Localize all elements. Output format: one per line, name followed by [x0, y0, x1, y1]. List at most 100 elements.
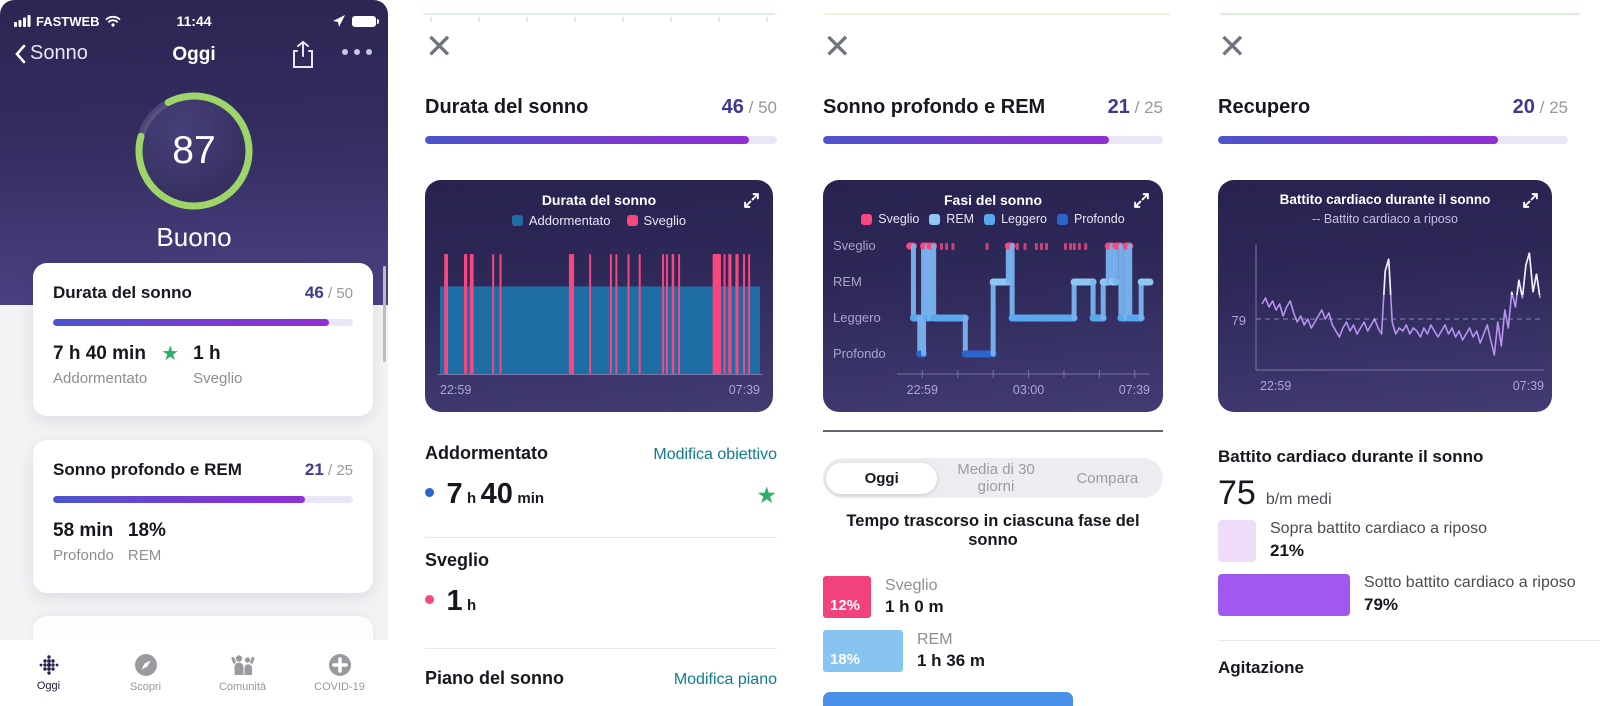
battery-icon	[352, 15, 379, 27]
edit-plan-link[interactable]: Modifica piano	[673, 671, 777, 688]
sleep-plan-heading: Piano del sonno	[425, 668, 565, 688]
legend-swatch-profondo	[1056, 213, 1068, 225]
share-button[interactable]	[290, 40, 316, 75]
divider	[1218, 640, 1600, 641]
card-deep-rem[interactable]: Sonno profondo e REM 21 / 25 58 min Prof…	[33, 440, 373, 593]
carrier-label: FASTWEB	[36, 13, 100, 29]
phase-pct: 12%	[830, 597, 861, 614]
legend-label: REM	[946, 212, 975, 226]
hr-legend-label: Sotto battito cardiaco a riposo	[1364, 574, 1576, 591]
heart-rate-chart: 22:59 07:39	[1255, 244, 1544, 393]
phase-label: REM	[917, 631, 953, 648]
tab-oggi[interactable]: Oggi	[826, 462, 938, 494]
community-people-icon	[230, 655, 255, 675]
close-button[interactable]: ✕	[823, 28, 852, 66]
tab-comunita[interactable]: Comunità	[194, 640, 291, 706]
tab-label: Scopri	[129, 681, 162, 693]
svg-text:22:59: 22:59	[440, 383, 471, 397]
tab-label: Comunità	[218, 681, 267, 693]
panel-sleep-phases-detail: ✕ Sonno profondo e REM 21 / 25 Fasi del …	[790, 0, 1180, 706]
expand-chart-button[interactable]	[743, 192, 760, 214]
detail-progress-bar	[823, 136, 1163, 144]
tab-compara[interactable]: Compara	[1076, 469, 1139, 487]
tab-covid19[interactable]: COVID-19	[291, 640, 388, 706]
card-sleep-duration[interactable]: Durata del sonno 46 / 50 7 h 40 min Addo…	[33, 263, 373, 416]
chevron-left-icon	[15, 44, 26, 63]
divider	[425, 648, 777, 649]
tab-label: COVID-19	[314, 681, 365, 693]
cutoff-axis-ticks	[430, 17, 770, 22]
section-divider	[823, 430, 1163, 432]
chart-title: Durata del sonno	[541, 192, 657, 208]
legend-swatch-leggero	[984, 213, 996, 225]
sleep-duration-chart: 22:59 07:39	[438, 254, 762, 397]
detail-score: 20 / 25	[1512, 96, 1568, 118]
heart-rate-chart-card[interactable]: Battito cardiaco durante il sonno -- Bat…	[1218, 180, 1552, 412]
phase-bar-sveglio: 12%	[823, 576, 871, 618]
signal-icon	[14, 15, 31, 27]
y-label-sveglio: Sveglio	[833, 238, 876, 253]
covid-plus-icon	[328, 654, 351, 676]
detail-title: Recupero	[1218, 96, 1311, 118]
expand-chart-button[interactable]	[1133, 192, 1150, 214]
back-button[interactable]: Sonno	[14, 42, 88, 65]
sleep-score-ring: 87	[135, 92, 253, 210]
duration-chart-card[interactable]: Durata del sonno Addormentato Sveglio 22…	[425, 180, 773, 412]
card-title: Durata del sonno	[53, 283, 192, 302]
goal-met-star-icon: ★	[756, 482, 777, 508]
status-bar: FASTWEB 11:44	[0, 10, 388, 32]
legend-label: Profondo	[1073, 212, 1125, 226]
expand-chart-button[interactable]	[1522, 192, 1539, 214]
chart-subtitle: -- Battito cardiaco a riposo	[1312, 212, 1458, 226]
card-score: 46 / 50	[304, 283, 353, 302]
legend-swatch-sveglio	[861, 213, 873, 225]
expand-icon	[1523, 193, 1538, 208]
cutoff-chart-line	[423, 13, 775, 15]
svg-text:07:39: 07:39	[729, 383, 760, 397]
above-resting-swatch	[1218, 520, 1256, 562]
chart-legend: Sveglio REM Leggero Profondo	[823, 212, 1163, 226]
expand-icon	[1134, 193, 1149, 208]
awake-dot-icon	[425, 595, 434, 604]
svg-text:07:39: 07:39	[1513, 379, 1544, 393]
hr-legend-below: Sotto battito cardiaco a riposo 79%	[1218, 574, 1576, 616]
panel-sleep-duration-detail: ✕ Durata del sonno 46 / 50 Durata del so…	[400, 0, 790, 706]
edit-goal-link[interactable]: Modifica obiettivo	[653, 446, 777, 463]
phase-time-heading: Tempo trascorso in ciascuna fase del son…	[846, 512, 1140, 549]
chart-title: Battito cardiaco durante il sonno	[1279, 192, 1491, 207]
sleep-score-rating: Buono	[156, 222, 232, 252]
hr-legend-above: Sopra battito cardiaco a riposo 21%	[1218, 520, 1487, 562]
tab-oggi[interactable]: Oggi	[0, 640, 97, 706]
detail-progress-bar	[1218, 136, 1568, 144]
cutoff-chart-line	[823, 13, 1170, 15]
avg-hr-unit: b/m medi	[1265, 491, 1332, 508]
legend-swatch-awake	[626, 215, 638, 226]
tab-label: Oggi	[36, 680, 61, 692]
card-score: 21 / 25	[304, 460, 353, 479]
panel-recovery-detail: ✕ Recupero 20 / 25 Battito cardiaco dura…	[1180, 0, 1600, 706]
close-button[interactable]: ✕	[425, 28, 454, 66]
scrollbar[interactable]	[383, 266, 386, 362]
phase-bar-leggero-partial	[823, 692, 1073, 706]
more-options-button[interactable]	[342, 49, 372, 55]
phone-panel-sleep-score: FASTWEB 11:44 Sonno Oggi	[0, 0, 388, 706]
legend-label: Addormentato	[528, 213, 611, 228]
compass-icon	[134, 654, 157, 676]
awake-value: 1 h	[425, 585, 476, 618]
y-label-profondo: Profondo	[833, 346, 886, 361]
tab-scopri[interactable]: Scopri	[97, 640, 194, 706]
stat-asleep: 7 h 40 min Addormentato	[53, 343, 148, 387]
goal-star-icon: ★	[161, 343, 180, 365]
divider	[425, 537, 777, 538]
sleep-phases-chart: 22:59 03:00 07:39	[897, 242, 1154, 397]
close-button[interactable]: ✕	[1218, 28, 1247, 66]
chart-legend: Addormentato Sveglio	[425, 213, 773, 228]
tab-media-30-giorni[interactable]: Media di 30 giorni	[957, 461, 1035, 495]
header-nav: Sonno Oggi	[0, 40, 388, 74]
phase-bar-rem: 18%	[823, 630, 903, 672]
avg-hr-value: 75	[1218, 474, 1256, 512]
sleep-score-header: FASTWEB 11:44 Sonno Oggi	[0, 0, 388, 305]
phases-chart-card[interactable]: Fasi del sonno Sveglio REM Leggero Profo…	[823, 180, 1163, 412]
phase-pct: 18%	[830, 651, 861, 668]
expand-icon	[744, 193, 759, 208]
